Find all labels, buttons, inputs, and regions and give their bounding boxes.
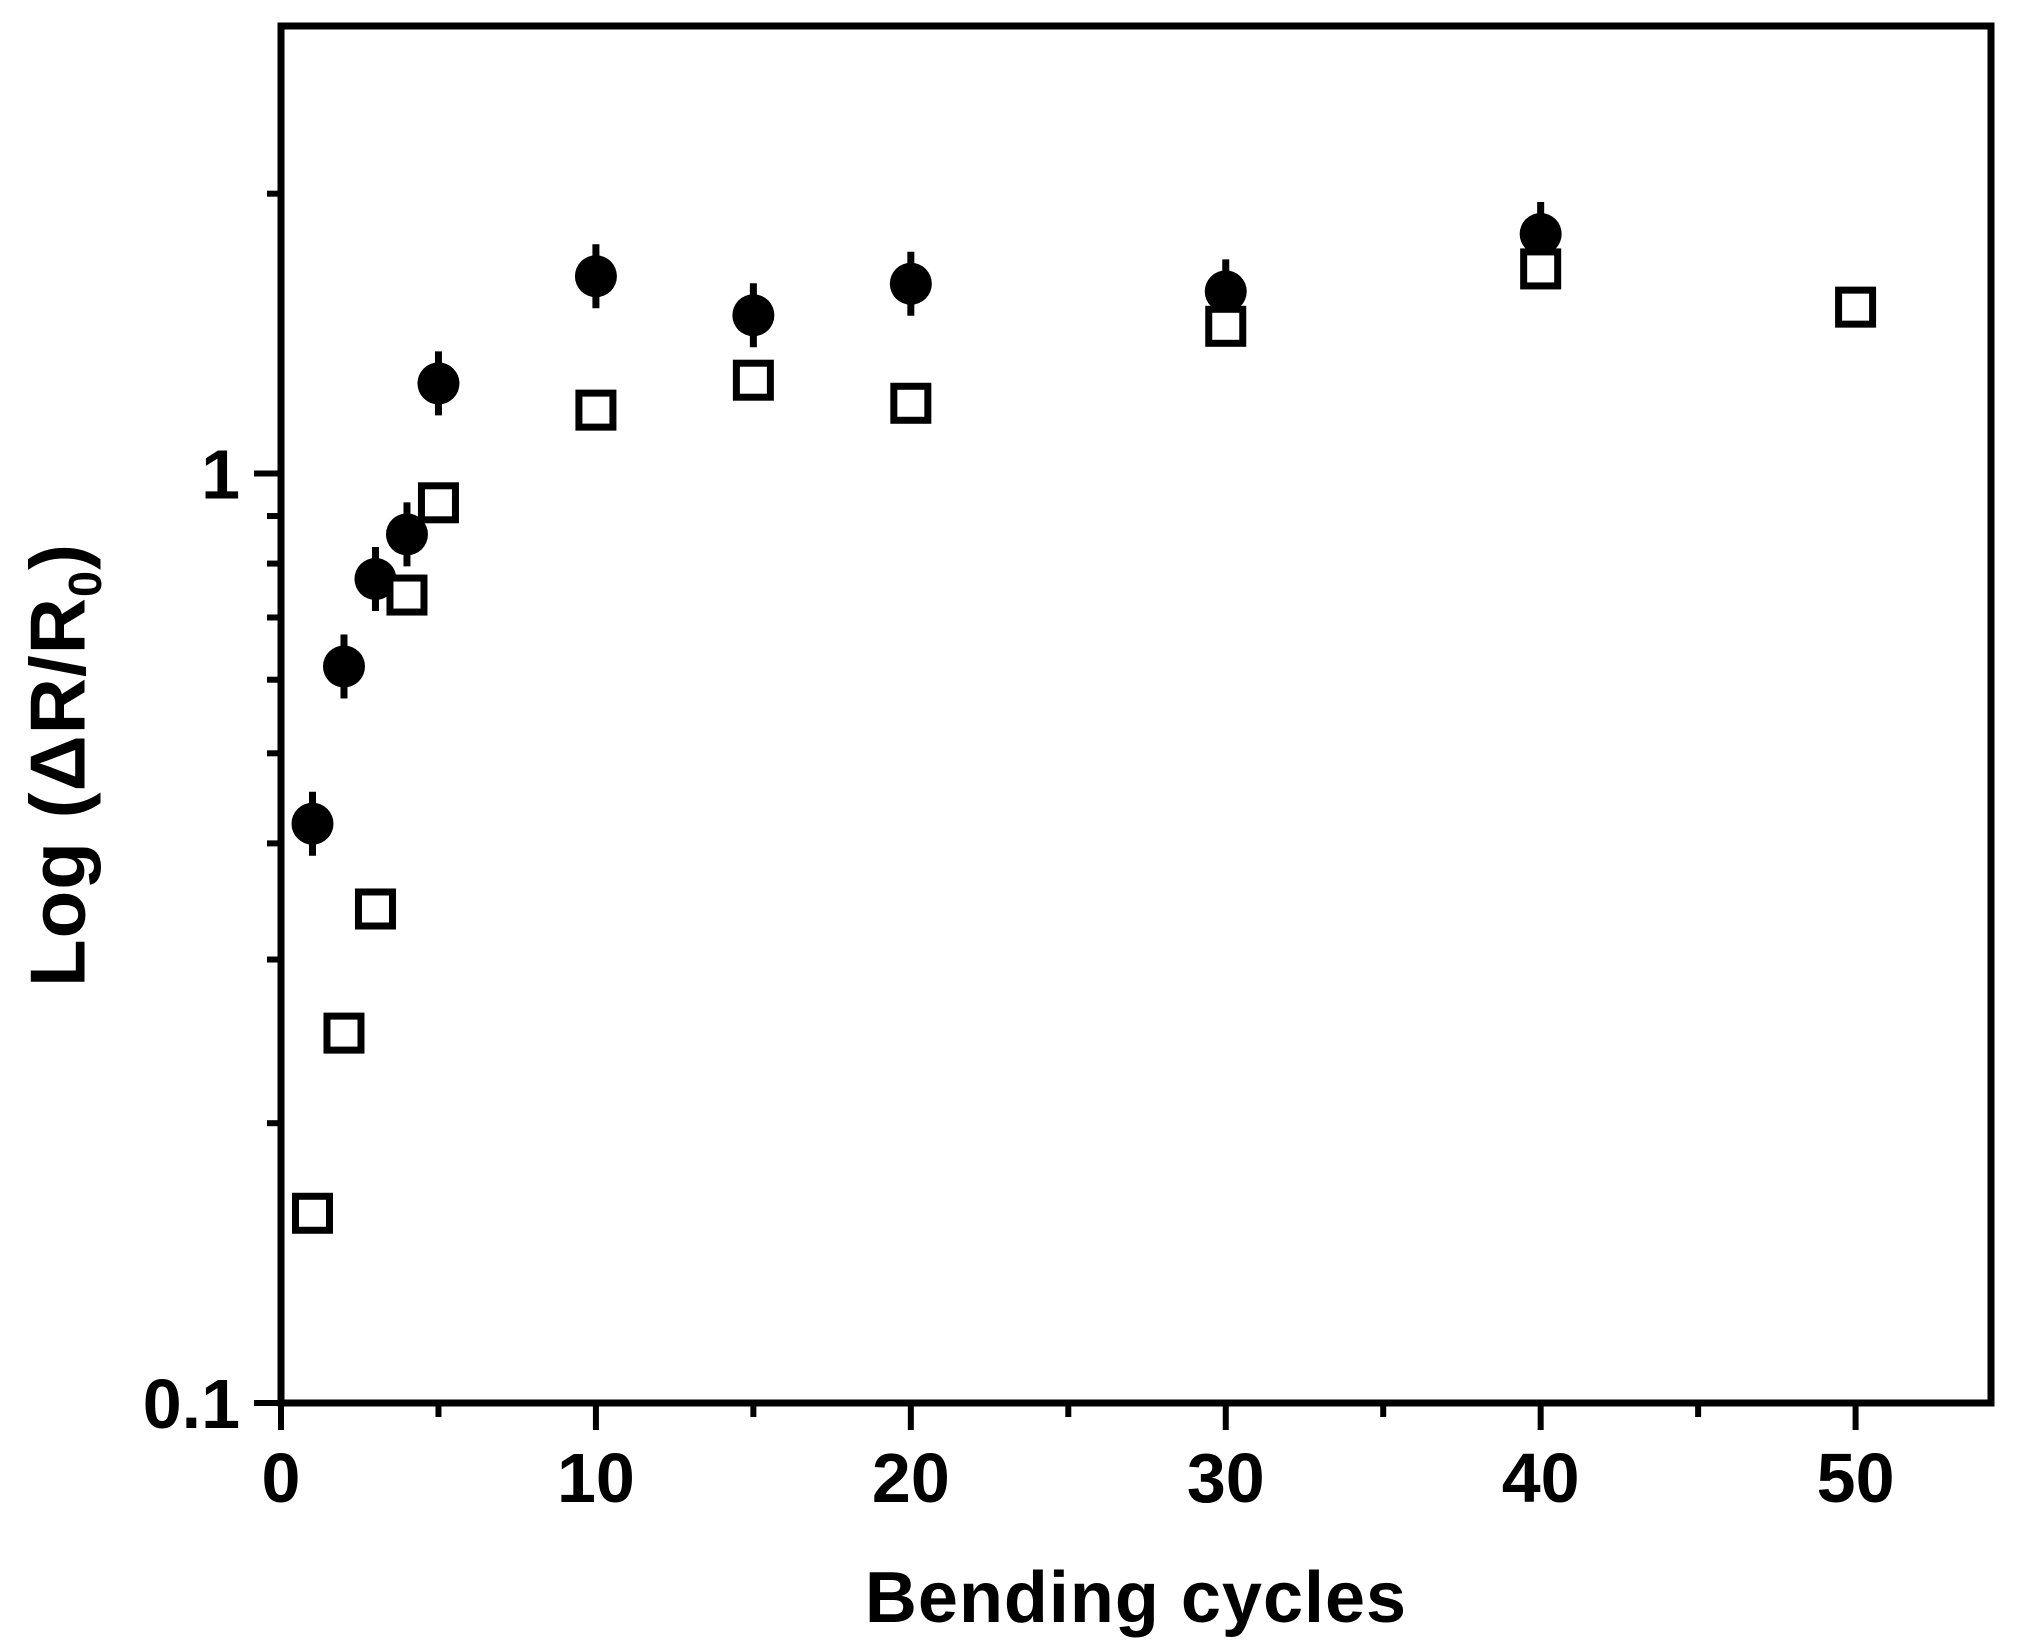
x-tick-label: 10 (557, 1439, 635, 1517)
x-axis-ticks: 0 10 20 30 40 50 (262, 1403, 1895, 1517)
data-point-square (890, 382, 932, 424)
x-tick-label: 40 (1502, 1439, 1580, 1517)
data-point-square (732, 359, 774, 401)
data-point-square (386, 574, 428, 616)
x-tick-label: 50 (1817, 1439, 1895, 1517)
data-point-circle (322, 645, 365, 688)
y-axis-title-suffix: ) (13, 543, 102, 570)
data-point-square (323, 1012, 365, 1054)
data-point-circle (732, 294, 775, 337)
data-point-square (1520, 248, 1562, 290)
data-point-square (1205, 305, 1247, 347)
plot-frame (277, 22, 1995, 1407)
y-axis-title: Log (ΔR/R0) (13, 543, 112, 987)
y-tick-label: 0.1 (143, 1365, 240, 1443)
data-point-square (291, 1192, 333, 1234)
x-tick-label: 30 (1187, 1439, 1265, 1517)
data-point-circle (354, 558, 397, 601)
data-point-square (417, 482, 459, 524)
data-point-circle (889, 262, 932, 305)
x-tick-label: 20 (872, 1439, 950, 1517)
data-point-circle (291, 802, 334, 845)
data-point-square (575, 389, 617, 431)
x-tick-label: 0 (262, 1439, 301, 1517)
y-tick-label: 1 (201, 436, 240, 514)
open-square-series (291, 248, 1877, 1234)
data-point-square (1835, 286, 1877, 328)
y-axis-ticks: 0.11 (143, 190, 281, 1443)
data-point-circle (385, 513, 428, 556)
y-axis-title-subscript: 0 (59, 569, 112, 598)
data-point-circle (574, 255, 617, 298)
data-point-square (354, 888, 396, 930)
data-point-circle (1204, 270, 1247, 313)
data-point-circle (417, 362, 460, 405)
y-axis-title-text: Log (ΔR/R (13, 597, 102, 987)
x-axis-title: Bending cycles (864, 1558, 1408, 1638)
filled-circle-series (291, 201, 1562, 856)
data-point-circle (1519, 212, 1562, 255)
